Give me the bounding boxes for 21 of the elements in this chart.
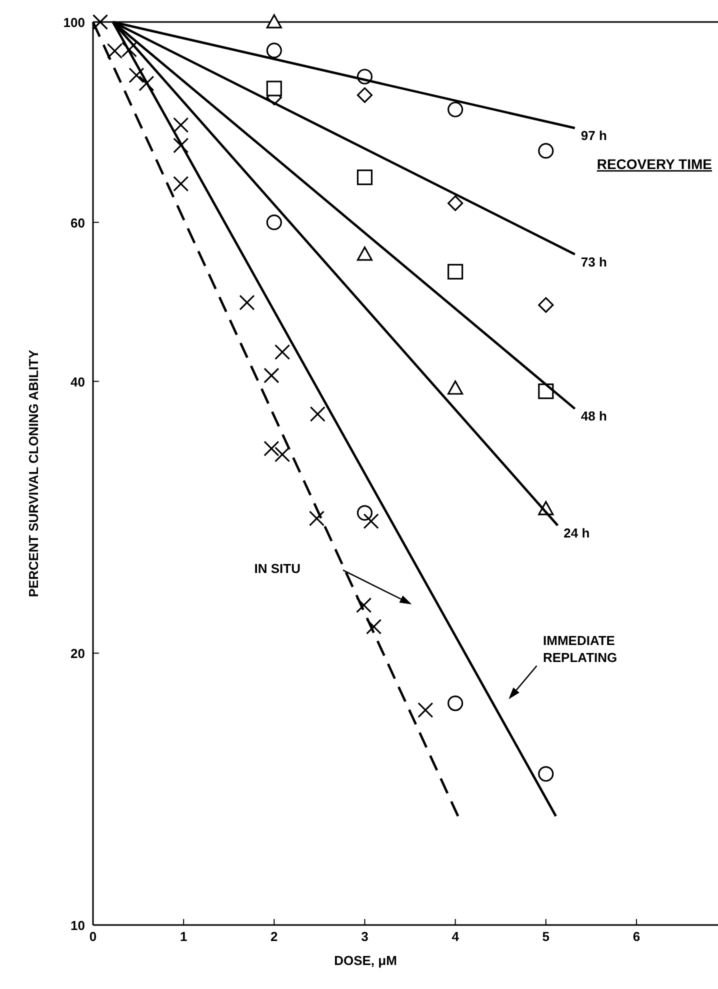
x-tick-label: 3 [361, 929, 368, 944]
x-tick-label: 5 [542, 929, 550, 944]
annotation: RECOVERY TIME [596, 156, 712, 172]
x-tick-label: 1 [180, 929, 188, 944]
x-tick-label: 4 [452, 929, 460, 944]
series-label: 24 h [564, 525, 590, 540]
annotation: IMMEDIATE REPLATING [543, 633, 618, 666]
y-axis-title: PERCENT SURVIVAL CLONING ABILITY [26, 350, 41, 598]
x-axis-title: DOSE, μM [334, 953, 397, 968]
y-tick-label: 40 [70, 374, 85, 390]
series-label: 97 h [580, 128, 607, 144]
series-label: 48 h [580, 408, 607, 424]
x-tick-label: 6 [632, 929, 640, 944]
y-tick-label: 10 [70, 918, 85, 933]
x-tick-label: 0 [89, 929, 97, 944]
annotation: IN SITU [254, 560, 300, 576]
y-tick-label: 100 [63, 15, 85, 30]
series-label: 73 h [580, 254, 607, 270]
y-tick-label: 60 [70, 215, 85, 230]
y-tick-label: 20 [70, 646, 85, 662]
x-tick-label: 2 [270, 929, 278, 944]
